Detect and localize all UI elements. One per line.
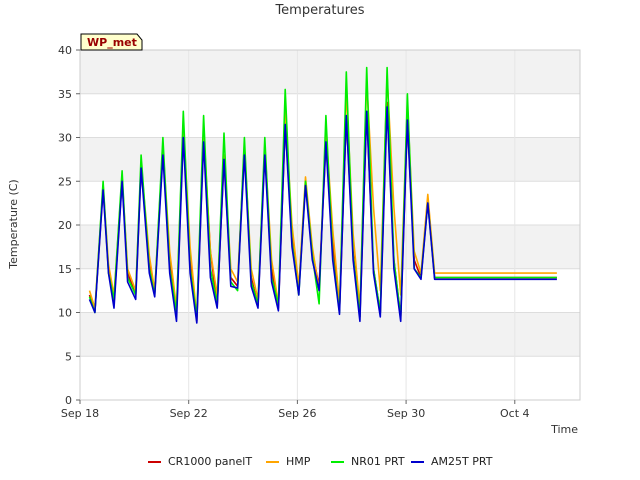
legend-item-am25t-prt: AM25T PRT xyxy=(411,455,493,468)
legend-item-cr1000-panelt: CR1000 panelT xyxy=(148,455,252,468)
y-axis: 0 5 10 15 20 25 30 35 40 xyxy=(58,44,80,407)
legend-label: AM25T PRT xyxy=(431,455,493,468)
y-tick-label: 0 xyxy=(65,394,72,407)
badge-label: WP_met xyxy=(87,36,137,49)
y-tick-label: 15 xyxy=(58,263,72,276)
x-tick-label: Sep 26 xyxy=(278,407,316,420)
legend-label: NR01 PRT xyxy=(351,455,405,468)
badge-shape xyxy=(80,33,143,51)
grid-band xyxy=(80,137,580,182)
site-badge: WP_met xyxy=(80,33,143,51)
x-tick-label: Sep 22 xyxy=(170,407,208,420)
grid-band xyxy=(80,93,580,138)
series-lines xyxy=(88,66,557,324)
x-axis-label: Time xyxy=(550,423,578,436)
y-tick-label: 5 xyxy=(65,350,72,363)
grid-band xyxy=(80,356,580,400)
legend-label: CR1000 panelT xyxy=(168,455,252,468)
grid-band xyxy=(80,50,580,94)
legend-item-nr01-prt: NR01 PRT xyxy=(331,455,405,468)
y-axis-label: Temperature (C) xyxy=(7,179,20,269)
x-axis: Sep 18 Sep 22 Sep 26 Sep 30 Oct 4 xyxy=(61,400,530,420)
legend-label: HMP xyxy=(286,455,311,468)
x-tick-label: Sep 18 xyxy=(61,407,99,420)
chart-title: Temperatures xyxy=(274,3,364,18)
y-tick-label: 35 xyxy=(58,88,72,101)
x-tick-label: Sep 30 xyxy=(387,407,425,420)
legend-item-hmp: HMP xyxy=(266,455,311,468)
y-tick-label: 10 xyxy=(58,307,72,320)
grid-band xyxy=(80,312,580,357)
legend: CR1000 panelT HMP NR01 PRT AM25T PRT xyxy=(148,455,493,468)
series-line-am25t-prt xyxy=(88,106,557,324)
y-tick-label: 30 xyxy=(58,132,72,145)
y-tick-label: 20 xyxy=(58,219,72,232)
y-tick-label: 40 xyxy=(58,44,72,57)
y-tick-label: 25 xyxy=(58,175,72,188)
grid-band xyxy=(80,268,580,313)
grid-band xyxy=(80,225,580,269)
x-tick-label: Oct 4 xyxy=(500,407,530,420)
